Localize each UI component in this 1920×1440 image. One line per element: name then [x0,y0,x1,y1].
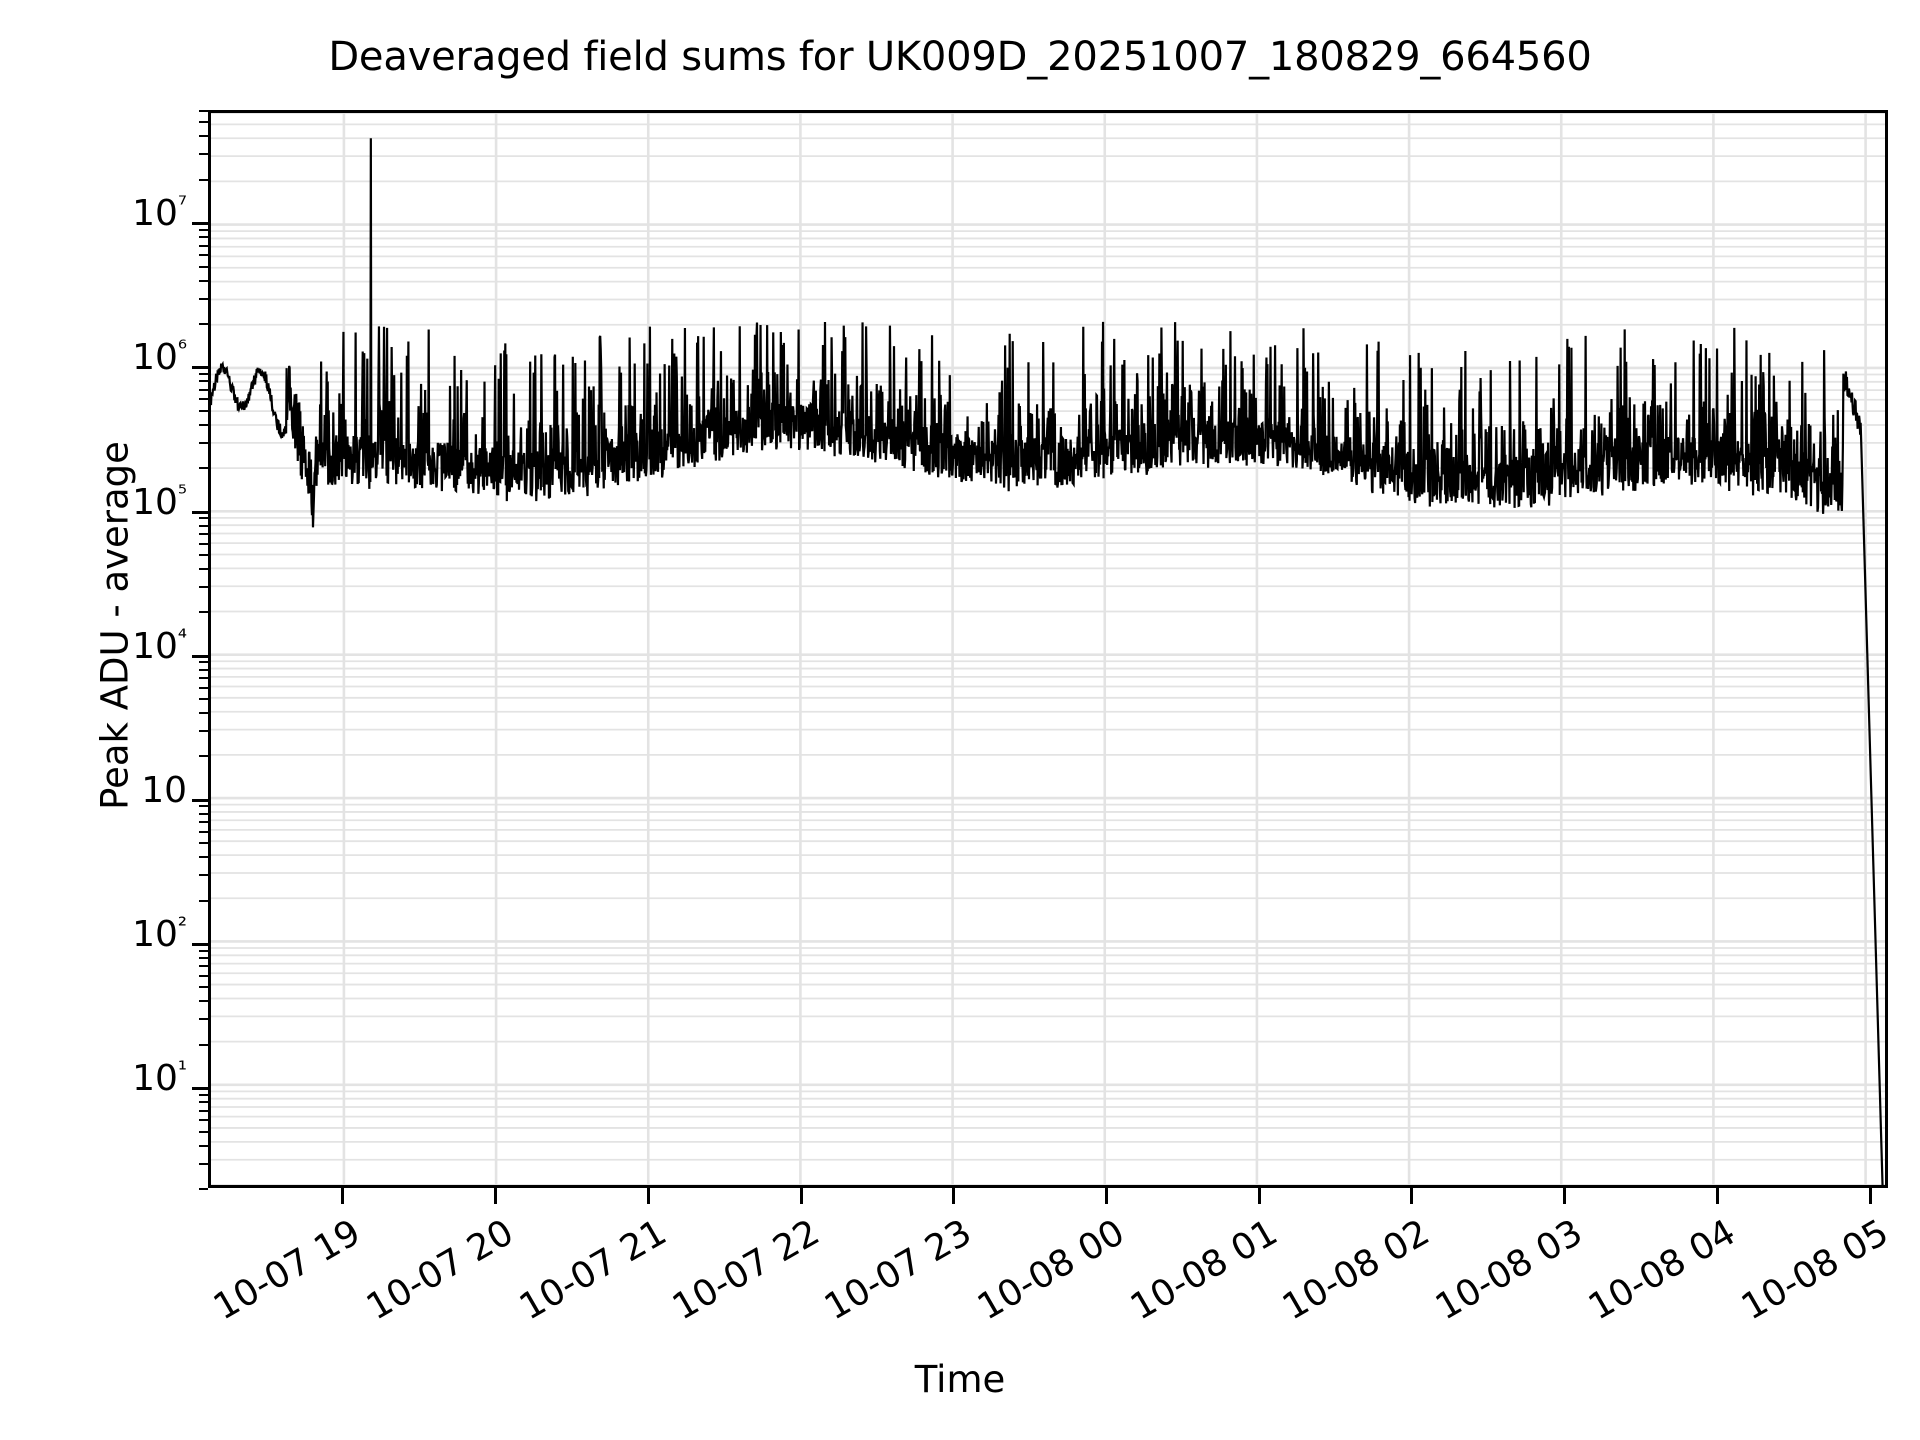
y-tick-mark-minor [199,1018,208,1020]
y-tick-mark [192,1087,208,1090]
y-tick-mark-minor [199,568,208,570]
y-tick-mark-minor [199,1188,208,1190]
y-tick-mark-minor [199,677,208,679]
y-tick-mark-minor [199,266,208,268]
y-tick-mark-minor [199,1094,208,1096]
x-tick-mark [341,1188,344,1204]
y-tick-mark-minor [199,179,208,181]
y-tick-mark-minor [199,1163,208,1165]
y-tick-mark-minor [199,245,208,247]
x-tick-mark [800,1188,803,1204]
y-tick-mark-minor [199,323,208,325]
y-tick-mark-minor [199,254,208,256]
x-tick-mark [952,1188,955,1204]
y-tick-mark-minor [199,442,208,444]
y-tick-mark-minor [199,389,208,391]
y-tick-mark-minor [199,525,208,527]
x-tick-mark [1105,1188,1108,1204]
y-tick-mark-minor [199,554,208,556]
plot-area [208,110,1888,1188]
y-tick-mark-minor [199,236,208,238]
y-tick-label: 10⁷ [132,196,187,232]
y-tick-label: 10⁴ [132,629,187,665]
y-axis-label: Peak ADU - average [94,87,137,1165]
y-tick-mark-minor [199,730,208,732]
y-tick-mark-minor [199,842,208,844]
x-axis-label: Time [0,1358,1920,1401]
y-tick-mark [192,511,208,514]
y-tick-label: 10⁳ [141,773,187,809]
y-tick-mark-minor [199,410,208,412]
y-tick-mark-minor [199,135,208,137]
y-tick-mark-minor [199,611,208,613]
y-tick-mark-minor [199,805,208,807]
y-tick-mark-minor [199,900,208,902]
y-tick-mark-minor [199,831,208,833]
y-tick-mark [192,943,208,946]
x-tick-mark [1563,1188,1566,1204]
chart-title: Deaveraged field sums for UK009D_2025100… [0,34,1920,80]
y-tick-mark-minor [199,1000,208,1002]
x-tick-mark [1410,1188,1413,1204]
y-tick-label: 10⁶ [132,340,187,376]
y-tick-mark [192,655,208,658]
x-tick-mark [494,1188,497,1204]
y-tick-mark-minor [199,755,208,757]
y-tick-mark-minor [199,543,208,545]
y-tick-mark-minor [199,586,208,588]
y-tick-mark-minor [199,965,208,967]
y-tick-mark-minor [199,950,208,952]
y-tick-mark-minor [199,110,208,112]
y-tick-mark-minor [199,280,208,282]
y-tick-mark-minor [199,380,208,382]
y-tick-mark-minor [199,1101,208,1103]
y-tick-mark-minor [199,424,208,426]
y-tick-mark-minor [199,1119,208,1121]
x-tick-mark [647,1188,650,1204]
y-tick-mark-minor [199,517,208,519]
x-tick-mark [1716,1188,1719,1204]
y-tick-mark-minor [199,986,208,988]
y-tick-mark-minor [199,874,208,876]
y-tick-mark-minor [199,1110,208,1112]
y-tick-mark-minor [199,669,208,671]
x-tick-mark [1258,1188,1261,1204]
y-tick-label: 10⁵ [132,485,187,521]
chart-figure: Deaveraged field sums for UK009D_2025100… [0,0,1920,1440]
y-tick-mark-minor [199,1145,208,1147]
y-tick-mark [192,366,208,369]
y-tick-mark-minor [199,1044,208,1046]
y-tick-mark-minor [199,398,208,400]
y-tick-label: 10¹ [132,1061,187,1097]
y-tick-mark-minor [199,856,208,858]
y-tick-mark-minor [199,533,208,535]
y-tick-mark-minor [199,121,208,123]
y-tick-mark-minor [199,821,208,823]
y-tick-mark-minor [199,957,208,959]
y-tick-mark-minor [199,467,208,469]
y-tick-label: 10² [132,917,187,953]
y-tick-mark-minor [199,813,208,815]
y-tick-mark-minor [199,153,208,155]
y-tick-mark-minor [199,298,208,300]
y-tick-mark-minor [199,975,208,977]
y-tick-mark-minor [199,1131,208,1133]
y-tick-mark-minor [199,687,208,689]
y-tick-mark-minor [199,661,208,663]
y-tick-mark-minor [199,373,208,375]
y-tick-mark-minor [199,698,208,700]
y-tick-mark-minor [199,712,208,714]
y-tick-mark [192,222,208,225]
y-tick-mark-minor [199,229,208,231]
data-series-line [211,113,1885,1185]
x-tick-mark [1869,1188,1872,1204]
y-tick-mark [192,799,208,802]
